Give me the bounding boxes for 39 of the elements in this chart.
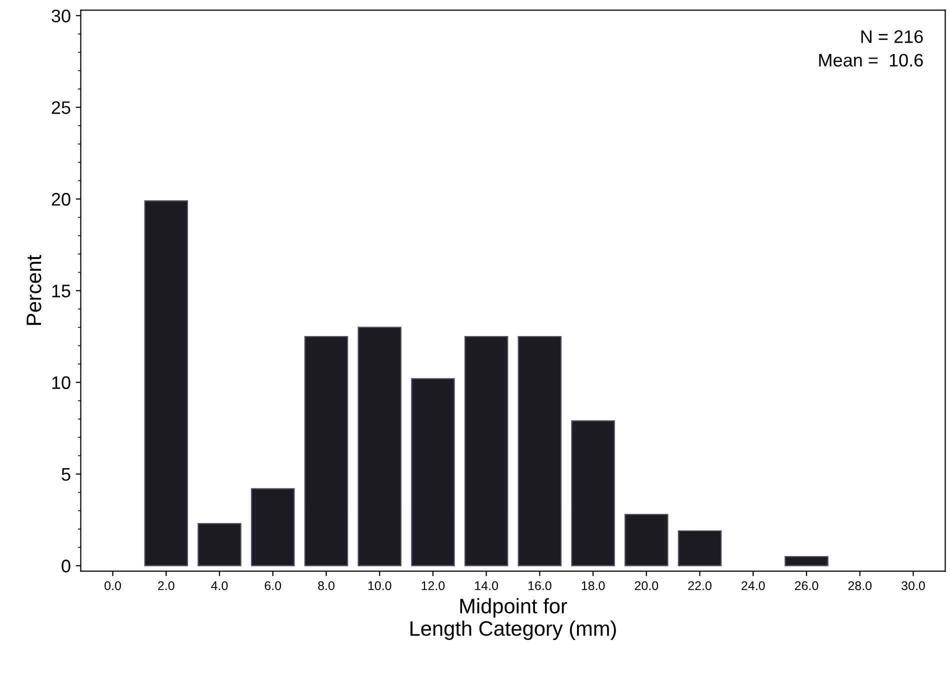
- bar: [304, 336, 348, 566]
- bar: [678, 530, 722, 566]
- x-tick-label: 20.0: [634, 581, 658, 590]
- x-tick-label: 22.0: [688, 581, 712, 590]
- y-tick-label: 20: [52, 192, 70, 206]
- x-tick-label: 2.0: [158, 581, 174, 590]
- y-tick-label: 30: [52, 10, 70, 22]
- bar: [571, 420, 615, 566]
- bar: [250, 488, 295, 566]
- x-axis-title: Midpoint for Length Category (mm): [410, 598, 616, 640]
- x-tick-label: 26.0: [794, 581, 818, 590]
- y-tick-label: 15: [52, 284, 70, 298]
- y-axis-title: Percent: [26, 254, 42, 325]
- y-tick-label: 5: [62, 468, 70, 481]
- x-tick-label: 4.0: [211, 581, 228, 590]
- y-tick-label: 25: [52, 101, 70, 114]
- bar: [624, 514, 668, 566]
- x-tick-label: 18.0: [582, 581, 605, 590]
- bar: [144, 200, 188, 566]
- x-tick-label: 24.0: [742, 581, 765, 590]
- bar: [411, 378, 455, 566]
- annotation: Mean = 10.6: [819, 54, 923, 67]
- annotation: N = 216: [861, 30, 923, 44]
- bar: [358, 326, 402, 566]
- y-tick-label: 0: [62, 560, 70, 572]
- x-tick-label: 12.0: [422, 581, 445, 590]
- x-tick-label: 30.0: [902, 581, 925, 590]
- x-tick-label: 8.0: [318, 581, 334, 590]
- bar: [784, 556, 828, 566]
- x-tick-label: 10.0: [368, 581, 392, 590]
- bar: [518, 336, 562, 566]
- x-tick-label: 0.0: [104, 581, 121, 590]
- x-tick-label: 6.0: [264, 581, 282, 590]
- bar: [464, 336, 508, 566]
- x-tick-label: 14.0: [475, 581, 498, 590]
- x-tick-label: 16.0: [528, 581, 552, 590]
- bar: [198, 522, 242, 566]
- y-tick-label: 10: [52, 376, 70, 390]
- x-tick-label: 28.0: [848, 581, 872, 590]
